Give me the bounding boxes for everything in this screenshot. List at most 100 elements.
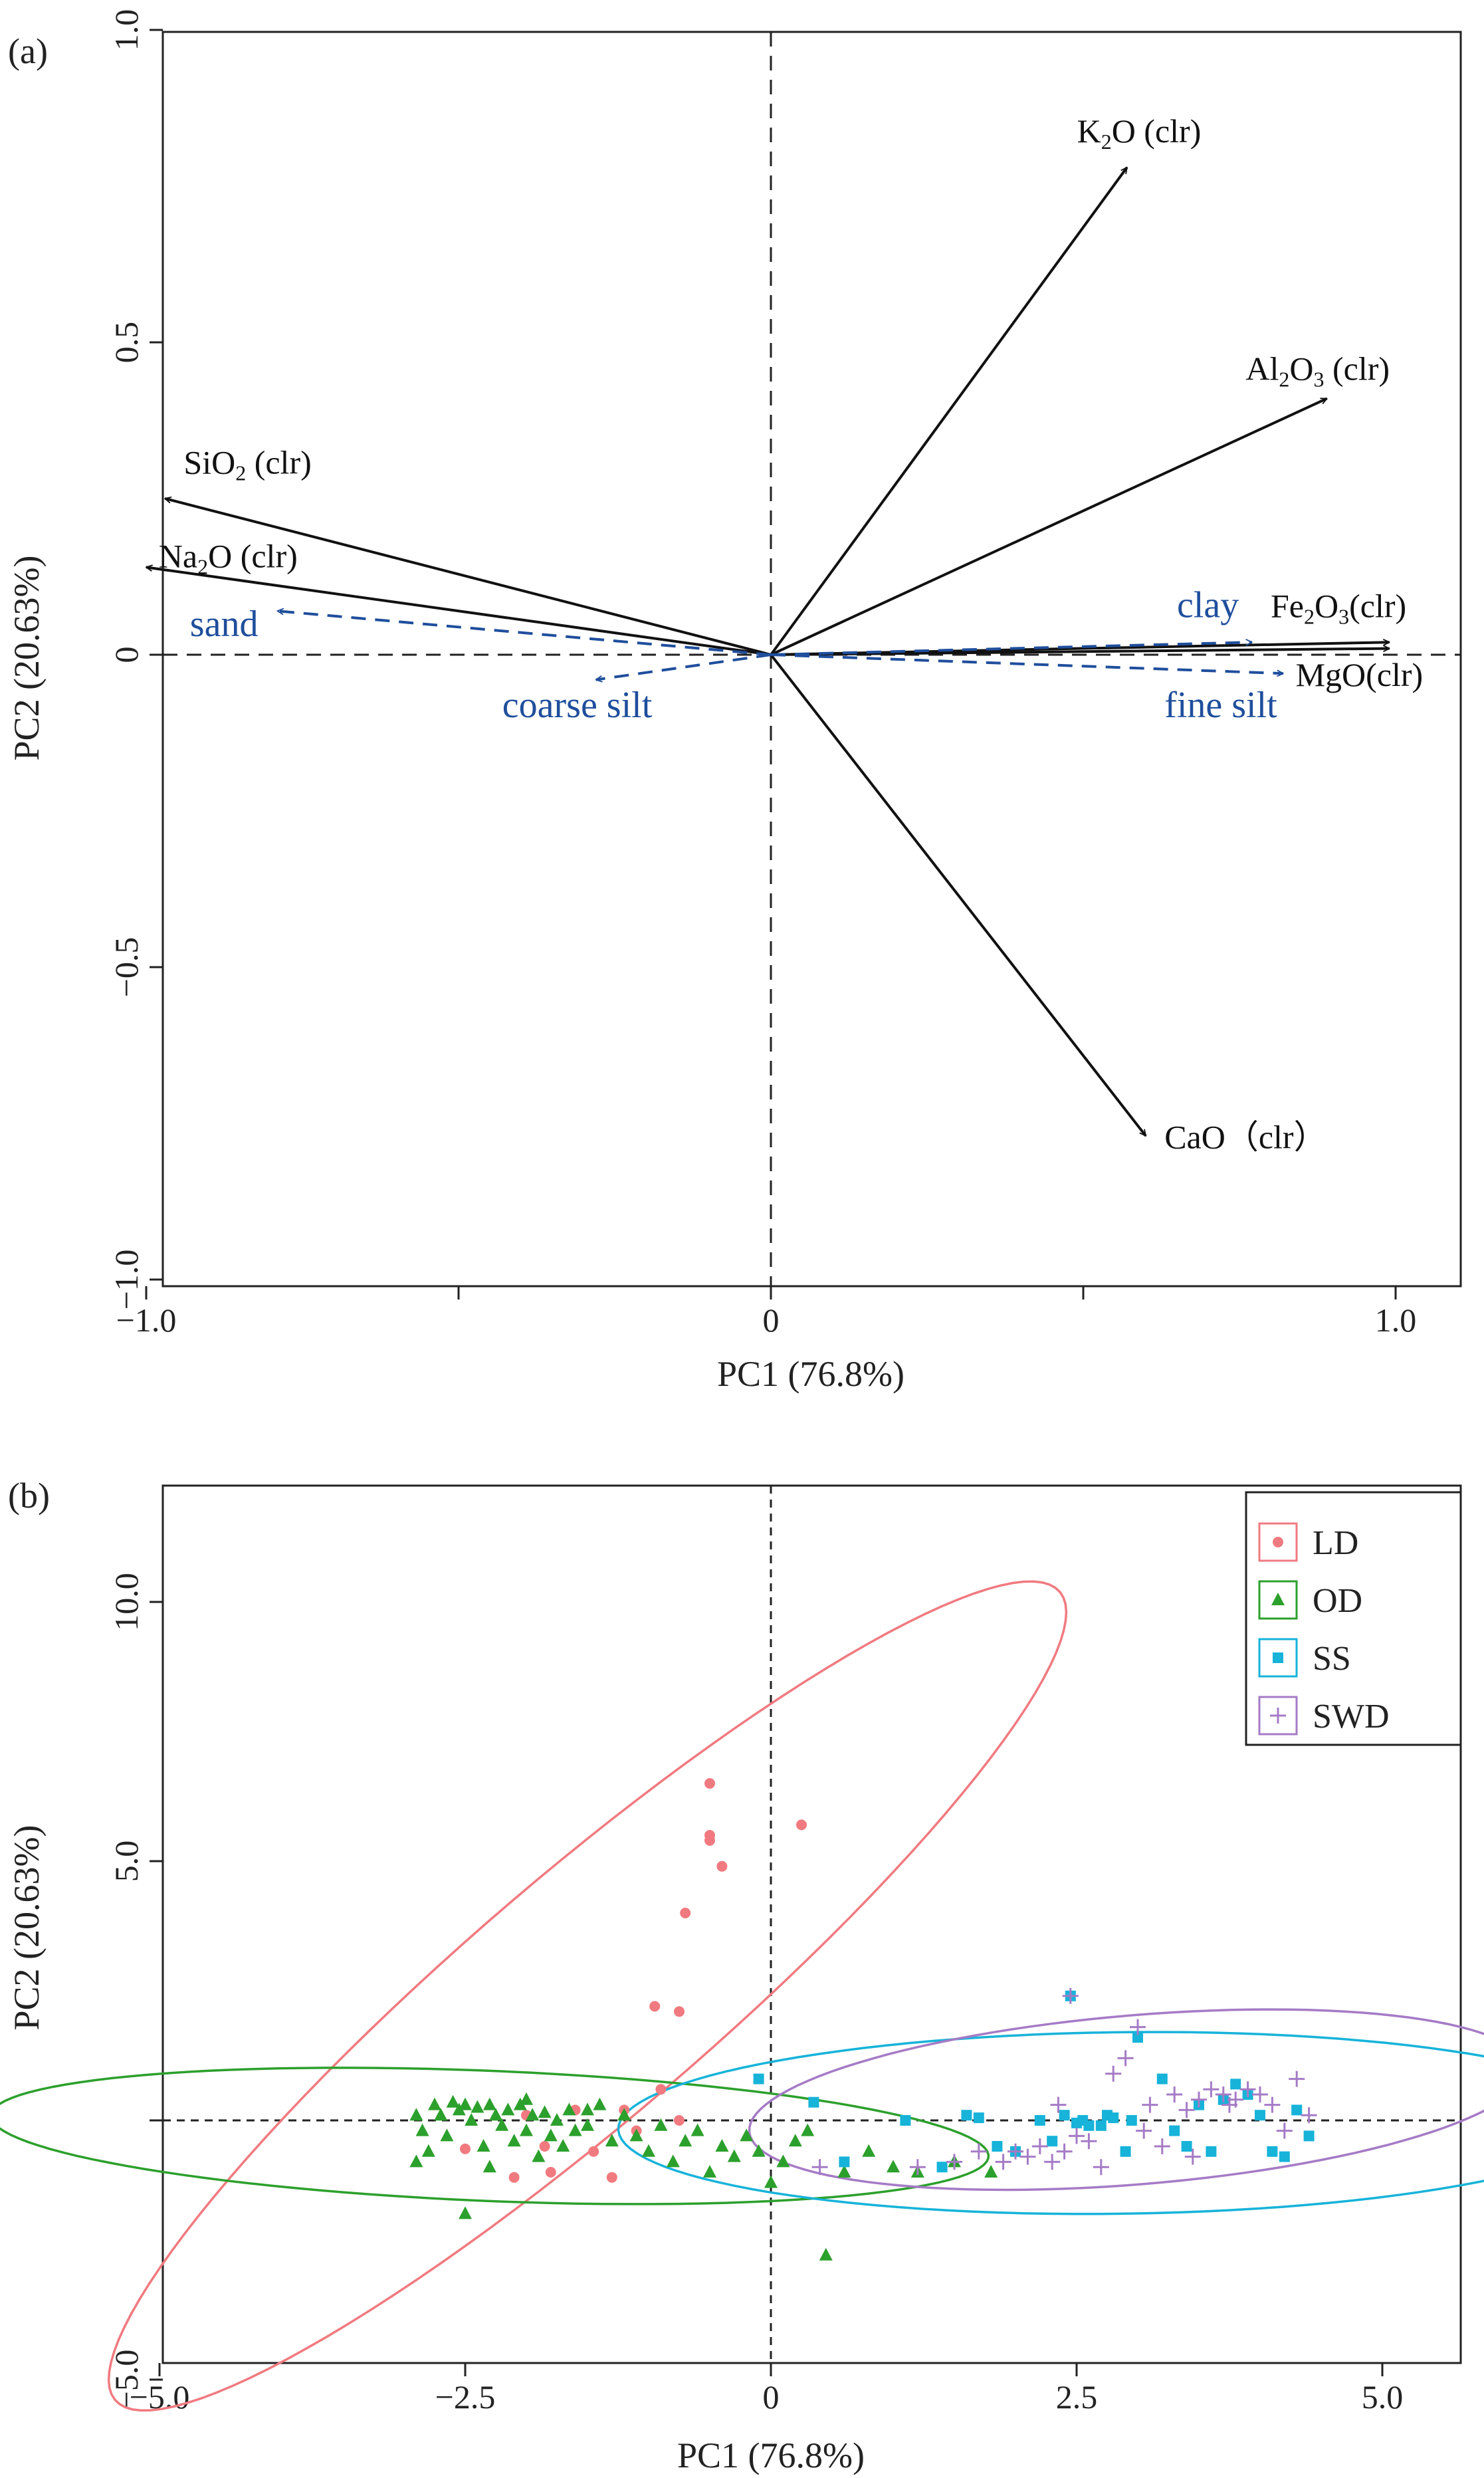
vector-arrow-k2o-clr <box>770 168 1128 656</box>
legend-marker-ss <box>1273 1652 1283 1663</box>
point-od <box>482 2160 496 2173</box>
point-od <box>654 2118 668 2131</box>
point-swd <box>1050 2096 1067 2113</box>
panel-b-x-axis-ticks: −5.0 −2.5 0 2.5 5.0 <box>130 2363 1404 2416</box>
vector-label-al2o3-clr: Al2O3 (clr) <box>1245 350 1390 391</box>
point-od <box>727 2149 741 2162</box>
point-ss <box>1230 2079 1241 2090</box>
point-od <box>501 2102 515 2116</box>
point-ss <box>1132 2032 1143 2043</box>
vector-label-sio2-clr: SiO2 (clr) <box>183 443 311 485</box>
point-od <box>513 2097 527 2110</box>
point-od <box>629 2128 643 2142</box>
point-swd <box>1044 2154 1061 2170</box>
point-ss <box>839 2156 850 2168</box>
point-od <box>532 2149 546 2162</box>
vector-arrow-mgo-clr <box>770 649 1390 656</box>
panel-b-plot-frame <box>161 1484 1462 2364</box>
legend-label-od: OD <box>1313 1582 1362 1620</box>
point-od <box>434 2108 448 2121</box>
point-ss <box>1303 2130 1315 2142</box>
panel-a-vectors: K2O (clr) Al2O3 (clr) SiO2 (clr) Na2O (clr)… <box>146 112 1424 1156</box>
legend-marker-ld <box>1273 1537 1283 1547</box>
point-ld <box>704 1778 715 1789</box>
point-ld <box>674 2006 685 2017</box>
panel-a-x-axis-label: PC1 (76.8%) <box>717 1354 904 1394</box>
point-ss <box>1169 2125 1180 2136</box>
point-ld <box>508 2172 520 2183</box>
point-od <box>666 2154 680 2168</box>
point-od <box>452 2102 466 2116</box>
point-od <box>495 2118 509 2131</box>
point-od <box>556 2139 570 2152</box>
vector-label-mgo-clr: MgO(clr) <box>1296 656 1424 693</box>
panel-b-label: (b) <box>8 1476 50 1516</box>
panel-a-label: (a) <box>8 31 48 71</box>
point-ss <box>1181 2141 1192 2152</box>
point-od <box>752 2144 766 2157</box>
vector-arrow-cao-clr <box>770 653 1147 1136</box>
point-od <box>526 2108 540 2121</box>
vector-arrow-na2o-clr <box>146 567 772 656</box>
ellipse-ld <box>107 1580 1068 2412</box>
vector-label-k2o-clr: K2O (clr) <box>1077 112 1202 154</box>
panel-a-y-tick-label: −0.5 <box>108 937 145 998</box>
point-ss <box>1126 2115 1137 2126</box>
panel-a-x-tick-label: −1.0 <box>116 1301 177 1339</box>
point-swd <box>811 2159 828 2176</box>
panel-b-y-tick-label: 5.0 <box>108 1841 145 1882</box>
point-swd <box>1136 2122 1152 2139</box>
panel-b-scores: (b) −5.0 −2.5 0 2.5 5.0 −5.05.010.0 LDODSSSW… <box>0 1476 1484 2475</box>
point-ld <box>539 2141 550 2152</box>
point-swd <box>1154 2138 1170 2154</box>
vector-arrow-coarse-silt <box>596 653 772 680</box>
panel-a-biplot: (a) −1.0 0 1.0 −1.0 −0.5 0 0.5 1.0 K2O (clr) Al… <box>7 9 1462 1394</box>
vector-arrow-sio2-clr <box>165 499 772 656</box>
point-ss <box>1255 2110 1265 2121</box>
point-od <box>581 2118 594 2131</box>
point-od <box>520 2123 533 2136</box>
point-ld <box>704 1835 715 1846</box>
point-ss <box>1047 2136 1058 2147</box>
point-od <box>642 2144 655 2157</box>
point-swd <box>1264 2096 1281 2113</box>
legend-label-ss: SS <box>1313 1640 1351 1678</box>
point-swd <box>946 2154 962 2170</box>
vector-arrow-sand <box>277 611 772 656</box>
panel-b-reference-lines <box>163 1486 1461 2363</box>
point-swd <box>1301 2107 1317 2124</box>
point-od <box>477 2139 490 2152</box>
panel-a-y-tick-label: 0.5 <box>108 322 145 364</box>
vector-label-clay: clay <box>1177 585 1239 626</box>
point-swd <box>1239 2081 1256 2098</box>
point-swd <box>1031 2138 1048 2154</box>
point-ss <box>1279 2151 1290 2162</box>
point-swd <box>995 2154 1011 2170</box>
point-od <box>520 2092 533 2105</box>
point-od <box>581 2102 594 2116</box>
point-ss <box>1108 2112 1119 2124</box>
point-od <box>544 2128 558 2142</box>
panel-b-sample-points <box>409 1778 1317 2261</box>
panel-b-x-tick-label: 5.0 <box>1362 2378 1404 2416</box>
point-od <box>593 2097 607 2110</box>
point-ss <box>1206 2146 1217 2157</box>
point-ld <box>649 2001 661 2012</box>
panel-a-x-tick-label: 1.0 <box>1375 1301 1417 1339</box>
point-od <box>740 2128 754 2142</box>
panel-b-legend: LD OD SS SWD <box>1245 1491 1462 1746</box>
point-swd <box>1184 2148 1201 2165</box>
panel-b-x-axis-label: PC1 (76.8%) <box>677 2435 865 2475</box>
point-od <box>679 2134 692 2147</box>
point-ld <box>545 2167 556 2178</box>
vector-arrow-fine-silt <box>770 653 1283 673</box>
series-swd <box>811 1987 1317 2176</box>
point-swd <box>1191 2091 1207 2108</box>
point-ss <box>1291 2104 1303 2116</box>
point-od <box>837 2165 851 2178</box>
point-od <box>568 2123 582 2136</box>
series-ld <box>460 1778 807 2183</box>
point-swd <box>1252 2086 1268 2102</box>
panel-a-plot-frame <box>161 31 1462 1288</box>
